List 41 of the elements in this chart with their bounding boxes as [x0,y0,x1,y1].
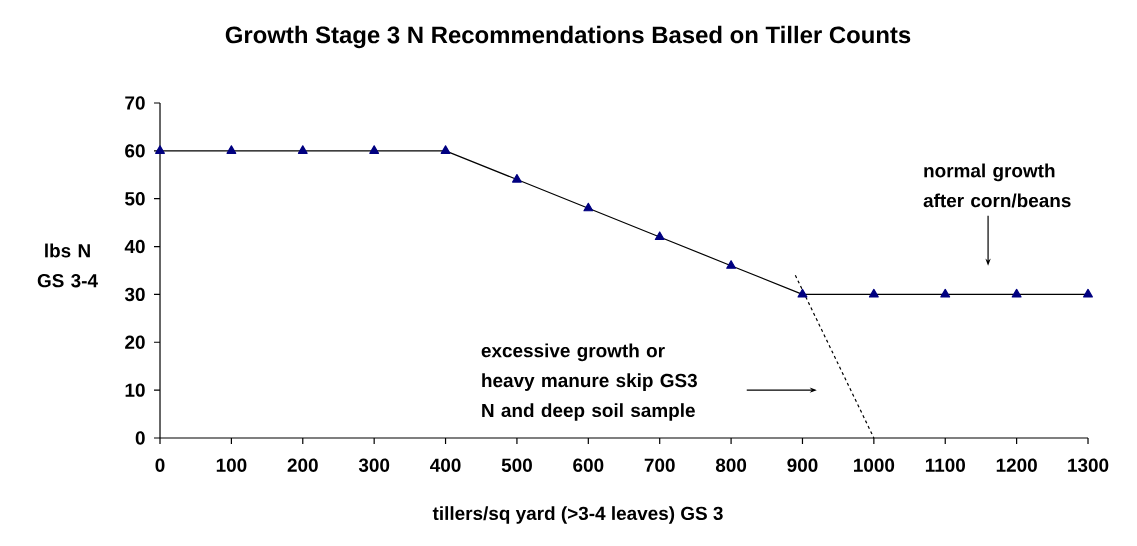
point [940,288,951,298]
x-tick-label: 400 [430,458,461,472]
y-tick-label: 60 [125,144,145,158]
y-tick-label: 50 [125,192,145,206]
x-tick-label: 1300 [1068,458,1109,472]
x-tick-label: 1100 [925,458,965,472]
point [440,145,451,154]
point [226,145,237,154]
x-tick-label: 200 [287,458,318,472]
y-tick-label: 10 [125,383,145,397]
point [868,288,879,298]
y-tick-label: 40 [124,239,145,254]
point [512,173,522,183]
x-tick-label: 900 [787,458,818,472]
point [369,145,380,154]
x-axis-title: tillers/sq yard (>3-4 leaves) GS 3 [432,506,723,524]
x-tick-label: 700 [644,458,675,472]
x-tick-label: 1000 [853,458,895,472]
x-tick-label: 1200 [996,458,1037,472]
annotation: excessive growth or heavy manure skip GS3 N and deep soil sample [481,343,697,421]
y-tick-label: 30 [124,287,145,302]
point [155,145,165,154]
x-tick-label: 600 [573,458,604,472]
y-axis-title: lbs N GS 3-4 [37,243,98,288]
point [297,145,308,154]
x-tick-label: 800 [715,458,747,472]
point [726,260,737,269]
point [1011,288,1022,298]
x-tick-label: 0 [155,458,165,472]
y-tick-label: 20 [125,335,145,349]
y-tick-label: 0 [135,431,145,445]
annotation: normal growth after corn/beans [923,163,1071,208]
point [654,231,665,241]
x-tick-label: 500 [501,458,532,472]
chart-title: Growth Stage 3 N Recommendations Based on Tiller Counts [225,25,911,49]
x-tick-label: 100 [216,458,247,472]
y-tick-label: 70 [125,96,145,110]
point [797,288,808,298]
point [583,202,594,212]
x-tick-label: 300 [358,458,390,472]
point [1083,288,1093,298]
